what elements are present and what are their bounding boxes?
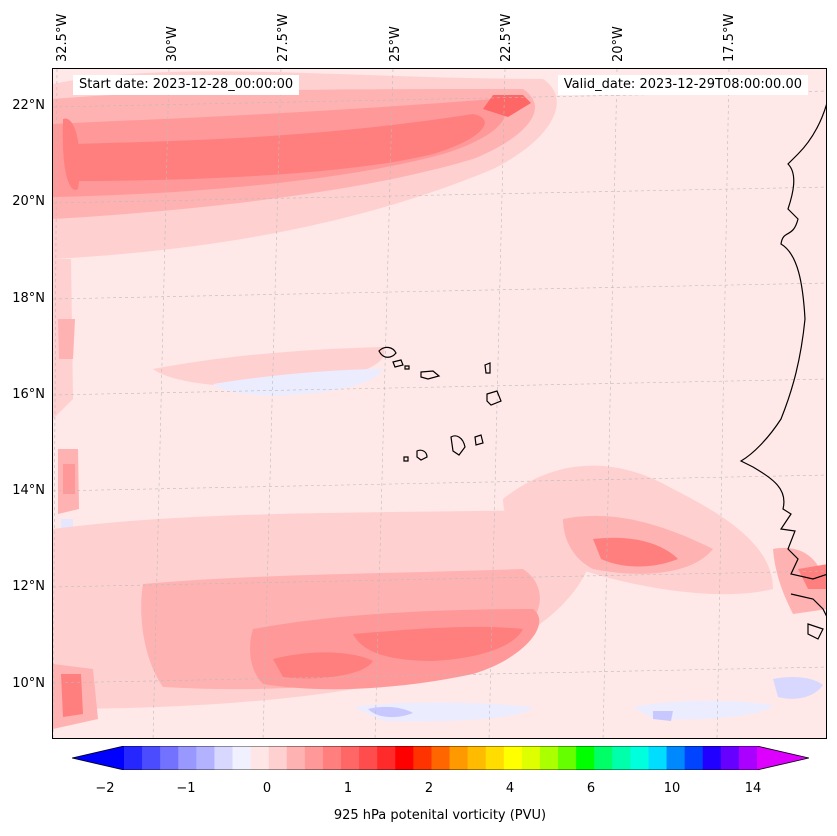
cape-verde-islands xyxy=(378,346,502,462)
pv-band-east xyxy=(503,465,826,614)
graticule xyxy=(53,69,826,738)
colorbar-tick-label: −1 xyxy=(176,781,196,796)
lat-label-10n: 10°N xyxy=(12,676,45,691)
pv-negative-patches xyxy=(353,677,823,722)
colorbar-tick-label: 14 xyxy=(744,781,762,796)
colorbar-segment xyxy=(413,746,432,770)
lon-label-30w: 30°W xyxy=(165,26,180,62)
colorbar-tick-label: 6 xyxy=(586,781,596,796)
pv-band-south xyxy=(53,509,594,729)
colorbar-tick-label: 1 xyxy=(343,781,353,796)
colorbar-segment xyxy=(268,746,288,770)
pv-left-streaks xyxy=(53,259,79,569)
colorbar-segment xyxy=(341,746,360,770)
lat-label-22n: 22°N xyxy=(12,98,45,113)
lat-label-16n: 16°N xyxy=(12,387,45,402)
colorbar-tick-label: 0 xyxy=(262,781,272,796)
colorbar-segment xyxy=(485,746,505,770)
colorbar-segment xyxy=(178,746,197,770)
colorbar-segment xyxy=(503,746,523,770)
colorbar-segment xyxy=(521,746,541,770)
colorbar-segment xyxy=(467,746,487,770)
pv-band-north xyxy=(53,71,557,260)
colorbar xyxy=(72,746,809,770)
lon-label-22.5w: 22.5°W xyxy=(499,13,514,62)
colorbar-segment xyxy=(196,746,215,770)
lat-label-12n: 12°N xyxy=(12,579,45,594)
valid-date-label: Valid_date: 2023-12-29T08:00:00.00 xyxy=(557,75,808,95)
colorbar-segment xyxy=(286,746,306,770)
colorbar-segment xyxy=(612,746,631,770)
colorbar-extend-min xyxy=(72,746,124,770)
colorbar-segment xyxy=(449,746,469,770)
colorbar-segment xyxy=(539,746,559,770)
lat-label-14n: 14°N xyxy=(12,483,45,498)
colorbar-segment xyxy=(395,746,414,770)
colorbar-segment xyxy=(250,746,270,770)
colorbar-segment xyxy=(124,746,143,770)
lon-label-20w: 20°W xyxy=(611,26,626,62)
colorbar-tick-label: 2 xyxy=(424,781,434,796)
lon-label-32.5w: 32.5°W xyxy=(55,13,70,62)
map-panel xyxy=(52,68,827,739)
colorbar-segment xyxy=(377,746,396,770)
colorbar-segment xyxy=(160,746,179,770)
colorbar-segment xyxy=(232,746,252,770)
colorbar-segment xyxy=(304,746,324,770)
start-date-label: Start date: 2023-12-28_00:00:00 xyxy=(73,75,300,95)
lat-label-20n: 20°N xyxy=(12,194,45,209)
colorbar-segment xyxy=(738,746,758,770)
colorbar-segment xyxy=(142,746,161,770)
colorbar-segment xyxy=(720,746,740,770)
colorbar-segment xyxy=(666,746,686,770)
colorbar-segment xyxy=(558,746,577,770)
colorbar-tick-label: −2 xyxy=(95,781,115,796)
colorbar-segment xyxy=(359,746,378,770)
colorbar-tick-label: 4 xyxy=(505,781,515,796)
colorbar-tick-label: 10 xyxy=(663,781,681,796)
pv-band-central xyxy=(153,347,385,396)
colorbar-segment xyxy=(431,746,451,770)
pv-field-map xyxy=(53,69,826,738)
coastline-africa xyxy=(739,103,826,640)
colorbar-segment xyxy=(684,746,704,770)
colorbar-extend-max xyxy=(757,746,809,770)
colorbar-segment xyxy=(702,746,722,770)
colorbar-segment xyxy=(576,746,595,770)
colorbar-segment xyxy=(630,746,649,770)
lon-label-27.5w: 27.5°W xyxy=(276,13,291,62)
lat-label-18n: 18°N xyxy=(12,291,45,306)
colorbar-segment xyxy=(594,746,613,770)
colorbar-title: 925 hPa potenital vorticity (PVU) xyxy=(333,808,547,823)
colorbar-segment xyxy=(648,746,668,770)
lon-label-17.5w: 17.5°W xyxy=(722,13,737,62)
lon-label-25w: 25°W xyxy=(388,26,403,62)
colorbar-segment xyxy=(214,746,234,770)
colorbar-segment xyxy=(322,746,342,770)
